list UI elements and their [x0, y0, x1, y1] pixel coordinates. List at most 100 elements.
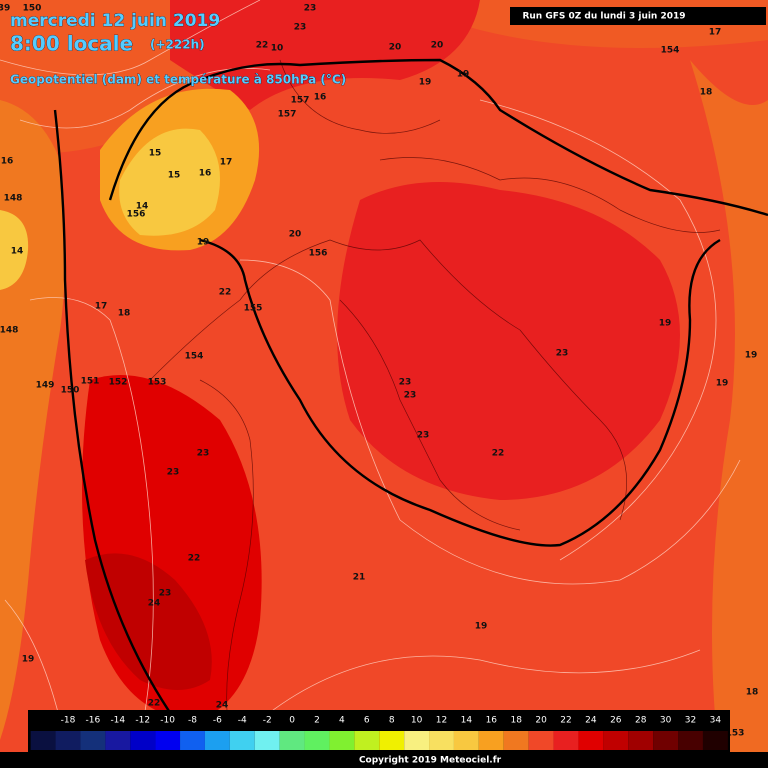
- scale-swatch: [254, 731, 280, 750]
- scale-label: 34: [710, 716, 722, 726]
- contour-label: 154: [661, 46, 680, 56]
- scale-swatch: [453, 731, 479, 750]
- lead-time: (+222h): [150, 38, 205, 52]
- contour-label: 155: [244, 304, 263, 314]
- contour-label: 21: [353, 573, 366, 583]
- scale-swatch: [204, 731, 230, 750]
- contour-label: 152: [109, 378, 128, 388]
- scale-swatch: [180, 731, 205, 750]
- scale-swatch: [478, 731, 504, 750]
- scale-label: -10: [160, 716, 175, 726]
- footer-bar: [0, 752, 768, 768]
- contour-label: 23: [304, 4, 317, 14]
- scale-swatch: [429, 731, 454, 750]
- scale-label: 30: [660, 716, 672, 726]
- scale-label: 12: [436, 716, 447, 726]
- contour-label: 23: [294, 23, 307, 33]
- contour-label: 17: [95, 302, 108, 312]
- contour-label: 19: [419, 78, 432, 88]
- contour-label: 17: [220, 158, 233, 168]
- coastlines: [149, 59, 721, 741]
- contour-label: 18: [746, 688, 759, 698]
- scale-label: -16: [86, 716, 101, 726]
- contour-label: 23: [417, 431, 430, 441]
- scale-swatch: [329, 731, 355, 750]
- contour-label: 24: [216, 701, 229, 711]
- contour-label: 18: [700, 88, 713, 98]
- contour-label: 148: [4, 194, 23, 204]
- contour-label: 22: [188, 554, 201, 564]
- contour-label: 20: [289, 230, 302, 240]
- contour-label: 23: [159, 589, 172, 599]
- scale-label: 32: [685, 716, 696, 726]
- scale-label: 10: [411, 716, 423, 726]
- scale-label: -2: [263, 716, 272, 726]
- contour-label: 17: [709, 28, 722, 38]
- contour-label: 157: [278, 110, 297, 120]
- contour-label: 14: [11, 247, 24, 257]
- contour-label: 22: [219, 288, 232, 298]
- color-scale: -18 -16 -14 -12 -10 -8 -6 -4 -2 0 2 4 6 8 10 12 14 16 18 20…: [28, 710, 730, 752]
- contour-label: 16: [314, 93, 327, 103]
- scale-label: 22: [560, 716, 571, 726]
- contour-label: 154: [185, 352, 204, 362]
- scale-label: -18: [61, 716, 76, 726]
- scale-label: 26: [610, 716, 622, 726]
- scale-swatch: [130, 731, 156, 750]
- scale-label: 6: [364, 716, 370, 726]
- contour-label: 19: [745, 351, 758, 361]
- contour-labels: 23 23 22 10 20 20 154 17 19 19 18 157 16 157 15 17 15 1 6 1…: [0, 4, 758, 739]
- contour-label: 23: [404, 391, 417, 401]
- contour-label: 19: [475, 622, 488, 632]
- contour-label: 156: [127, 210, 146, 220]
- scale-label: 2: [314, 716, 320, 726]
- scale-label: -4: [238, 716, 247, 726]
- scale-swatch: [404, 731, 430, 750]
- scale-swatch: [30, 731, 56, 750]
- scale-label: 28: [635, 716, 647, 726]
- scale-label: 16: [486, 716, 498, 726]
- subtitle: Geopotentiel (dam) et température à 850h…: [10, 73, 346, 87]
- scale-swatch: [578, 731, 604, 750]
- scale-swatch: [304, 731, 330, 750]
- contour-label: 19: [197, 238, 210, 248]
- contour-label: 20: [431, 41, 444, 51]
- contour-label: 150: [61, 386, 80, 396]
- contour-label: 153: [148, 378, 167, 388]
- contour-label: 156: [309, 249, 328, 259]
- scale-swatch: [678, 731, 703, 750]
- contour-label: 157: [291, 96, 310, 106]
- white-contours: [0, 0, 741, 741]
- scale-swatch: [80, 731, 106, 750]
- scale-label: 8: [389, 716, 395, 726]
- scale-swatch: [603, 731, 629, 750]
- scale-label: 4: [339, 716, 345, 726]
- contour-label: 22: [256, 41, 269, 51]
- black-contours: [53, 58, 768, 721]
- date: mercredi 12 juin 2019: [10, 11, 220, 31]
- contour-label: 19: [457, 70, 470, 80]
- scale-label: -6: [213, 716, 222, 726]
- contour-label: 15: [168, 171, 181, 181]
- scale-label: -12: [135, 716, 150, 726]
- local-time: 8:00 locale: [10, 32, 133, 56]
- scale-swatch: [528, 731, 554, 750]
- scale-label: -14: [110, 716, 125, 726]
- contour-label: 19: [659, 319, 672, 329]
- scale-swatch: [155, 731, 181, 750]
- contour-label: 23: [556, 349, 569, 359]
- run-box: [510, 7, 766, 25]
- scale-swatch: [354, 731, 380, 750]
- scale-label: 20: [535, 716, 547, 726]
- scale-swatch: [503, 731, 529, 750]
- contour-label: 19: [716, 379, 729, 389]
- scale-swatch: [653, 731, 679, 750]
- scale-label: 18: [510, 716, 522, 726]
- contour-label: 39: [0, 4, 10, 14]
- contour-label: 23: [399, 378, 412, 388]
- contour-label: 16: [199, 169, 212, 179]
- scale-swatch: [105, 731, 131, 750]
- copyright: Copyright 2019 Meteociel.fr: [359, 756, 502, 766]
- contour-label: 151: [81, 377, 100, 387]
